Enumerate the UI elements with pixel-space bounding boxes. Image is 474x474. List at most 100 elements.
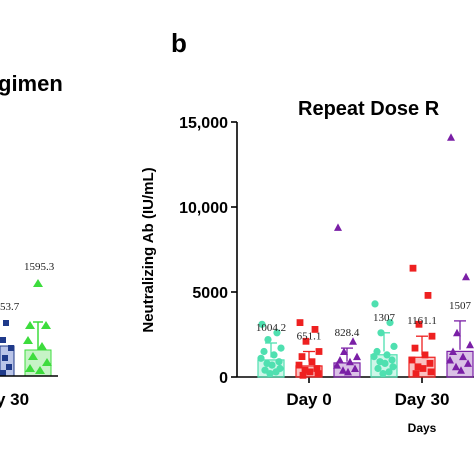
data-point [462,272,470,281]
data-point [339,366,347,374]
data-point [386,319,394,327]
data-point [385,368,393,376]
category-label-day-30: Day 30 [395,390,450,409]
data-point [383,351,391,359]
data-point [315,348,323,355]
data-point [388,356,396,364]
left-point [23,336,33,344]
panel-letter: b [171,28,187,58]
chart-title: Repeat Dose R [298,98,440,120]
data-point [273,329,281,337]
data-point [266,370,274,378]
data-point [349,337,357,345]
data-point [299,371,307,379]
data-point [295,361,303,369]
data-point [298,353,306,360]
data-point [257,354,265,362]
data-point [275,358,283,366]
left-point [25,321,35,329]
data-point [408,356,416,364]
data-label: 1004.2 [256,322,286,334]
data-point [374,364,382,373]
data-point [351,364,359,372]
data-point [428,332,436,340]
data-point [414,363,422,371]
y-tick-label: 15,000 [179,115,228,132]
data-point [313,365,321,372]
data-point [272,368,280,376]
left-point [6,364,12,370]
data-point [409,264,417,272]
data-point [340,347,348,355]
data-point [389,363,397,371]
data-label: 828.4 [335,327,360,339]
data-point [427,368,435,376]
data-point [311,326,319,333]
left-point [33,279,43,287]
left-point [28,352,38,360]
left-category-label: y 30 [0,390,29,409]
data-point [302,337,310,345]
data-point [464,359,472,367]
data-point [377,329,385,337]
left-point [0,337,6,343]
data-point [379,370,387,378]
data-point [466,340,474,349]
left-point [25,364,35,372]
data-point [426,360,434,367]
data-point [453,328,461,337]
data-point [344,367,352,376]
data-point [446,356,454,364]
data-point [371,300,379,308]
data-point [424,292,432,299]
left-point [8,345,14,351]
data-point [334,223,342,231]
left-point [35,366,45,374]
data-point [381,359,389,367]
data-point [277,344,285,352]
data-point [370,353,378,361]
data-point [346,357,354,366]
data-point [390,342,398,350]
left-point [3,320,9,326]
data-point [419,365,427,372]
left-point [42,358,52,366]
data-point [449,347,457,355]
left-point [2,355,8,361]
left-point [0,370,6,376]
y-tick-label: 5000 [192,285,228,302]
left-point [41,321,51,329]
data-point [459,352,467,361]
data-point [308,358,316,366]
data-point [336,356,344,364]
data-point [415,320,423,328]
data-point [270,351,278,359]
data-point [258,320,266,328]
data-point [411,344,419,352]
data-point [264,336,272,344]
data-point [296,319,304,326]
y-tick-label: 10,000 [179,200,228,217]
y-axis-label: Neutralizing Ab (IU/mL) [140,167,157,332]
data-point [412,370,420,377]
data-point [457,366,465,374]
data-label: 1161.1 [407,315,437,327]
data-point [333,361,341,369]
left-panel-title: gimen [0,71,63,96]
data-point [268,361,276,369]
data-point [306,368,314,376]
data-point [260,347,268,356]
data-point [452,362,460,371]
data-point [447,133,455,141]
left-point [37,342,47,350]
left-data-label-2: 1595.3 [24,261,55,273]
category-label-day-0: Day 0 [286,390,331,409]
x-axis-label: Days [408,421,437,435]
left-data-label-1: 53.7 [0,301,20,313]
data-label: 1507 [449,300,472,312]
data-point [301,366,309,374]
data-point [314,370,322,377]
y-tick-label: 0 [219,370,228,387]
data-point [421,351,429,359]
